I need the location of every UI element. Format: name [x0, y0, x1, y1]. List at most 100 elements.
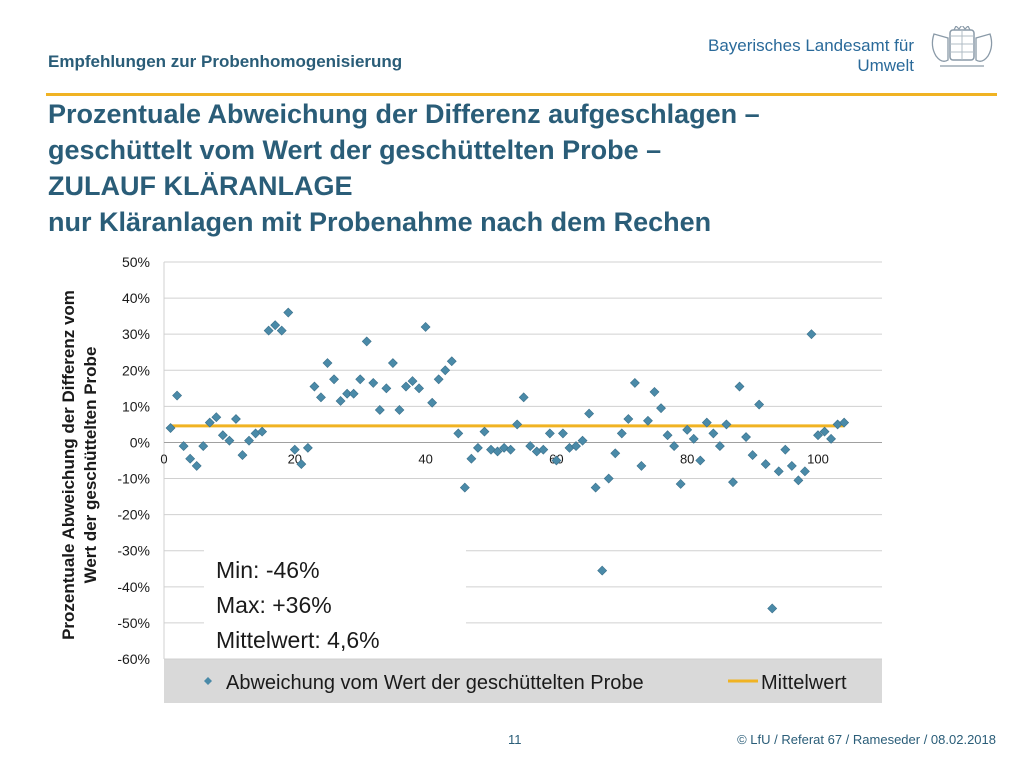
- data-point: [401, 381, 411, 392]
- data-point: [329, 374, 339, 385]
- slide-title: Prozentuale Abweichung der Differenz auf…: [48, 99, 760, 237]
- y-tick-label: 0%: [130, 434, 150, 450]
- data-point: [231, 414, 241, 424]
- data-point: [185, 453, 196, 464]
- data-point: [172, 390, 183, 401]
- data-point: [283, 307, 294, 318]
- data-point: [721, 419, 732, 430]
- data-point: [551, 455, 562, 466]
- x-tick-label: 100: [807, 451, 829, 466]
- data-point: [741, 432, 751, 442]
- data-point: [472, 442, 483, 453]
- data-point: [839, 417, 850, 428]
- data-point: [734, 381, 745, 392]
- data-point: [616, 428, 627, 439]
- org-line-2: Umwelt: [857, 56, 914, 75]
- data-point: [211, 412, 222, 423]
- data-point: [538, 444, 549, 455]
- data-point: [198, 441, 209, 451]
- data-point: [355, 374, 366, 385]
- data-point: [191, 460, 202, 471]
- x-tick-label: 40: [418, 451, 432, 466]
- data-point: [649, 387, 660, 397]
- legend-label-series: Abweichung vom Wert der geschüttelten Pr…: [226, 672, 644, 694]
- stat-min: Min: -46%: [216, 557, 320, 583]
- data-point: [577, 435, 588, 446]
- data-point: [361, 336, 372, 347]
- data-point: [453, 428, 464, 439]
- data-point: [558, 428, 568, 439]
- data-point: [302, 442, 313, 453]
- data-point: [518, 392, 529, 403]
- legend-background: [164, 659, 882, 703]
- y-tick-label: -50%: [117, 615, 150, 631]
- data-point: [289, 444, 300, 455]
- data-point: [479, 426, 490, 437]
- slide-subtitle: Empfehlungen zur Probenhomogenisierung: [48, 52, 403, 71]
- data-point: [688, 433, 699, 444]
- data-point: [701, 417, 712, 428]
- x-tick-label: 80: [680, 451, 694, 466]
- y-tick-label: 20%: [122, 362, 150, 378]
- data-point: [584, 408, 595, 419]
- data-point: [309, 381, 320, 392]
- y-tick-label: 50%: [122, 254, 150, 270]
- data-point: [237, 450, 248, 461]
- data-point: [512, 419, 523, 430]
- org-line-1: Bayerisches Landesamt für: [708, 36, 914, 55]
- data-point: [374, 405, 385, 415]
- y-axis-label: Prozentuale Abweichung der Differenz vom…: [59, 290, 100, 640]
- y-tick-label: 30%: [122, 326, 150, 342]
- data-point: [296, 459, 307, 470]
- data-point: [780, 444, 791, 455]
- y-tick-label: -10%: [117, 471, 150, 487]
- data-point: [414, 383, 424, 394]
- data-point: [747, 450, 758, 461]
- legend-label-mean: Mittelwert: [761, 672, 847, 694]
- data-point: [590, 482, 601, 493]
- data-point: [492, 446, 503, 457]
- y-tick-label: 10%: [122, 398, 150, 414]
- data-point: [459, 482, 470, 493]
- x-tick-labels: 020406080100: [160, 451, 828, 466]
- data-point: [433, 374, 444, 385]
- y-tick-labels: 50% 40% 30% 20% 10% 0% -10% -20% -30% -40% -50% -60…: [117, 254, 150, 667]
- data-points: [165, 307, 850, 614]
- data-point: [708, 428, 719, 439]
- data-point: [728, 477, 738, 488]
- y-tick-label: -20%: [117, 507, 150, 523]
- data-point: [714, 441, 725, 451]
- data-point: [316, 392, 326, 403]
- data-point: [257, 426, 268, 437]
- data-point: [335, 396, 346, 406]
- footer-copyright: © LfU / Referat 67 / Rameseder / 08.02.2…: [737, 732, 996, 747]
- data-point: [387, 358, 398, 368]
- page-number: 11: [508, 732, 522, 747]
- data-point: [466, 453, 477, 464]
- data-point: [675, 479, 686, 489]
- legend-marker-series: [204, 677, 212, 685]
- y-tick-label: -30%: [117, 543, 150, 559]
- data-point: [597, 565, 608, 576]
- data-point: [420, 322, 431, 332]
- data-point: [819, 426, 830, 437]
- data-point: [440, 365, 451, 376]
- data-point: [381, 383, 392, 394]
- data-point: [662, 430, 673, 441]
- y-tick-label: 40%: [122, 290, 150, 306]
- data-point: [322, 358, 333, 368]
- stat-mean: Mittelwert: 4,6%: [216, 627, 380, 653]
- data-point: [407, 376, 418, 387]
- data-point: [368, 377, 379, 388]
- data-point: [806, 329, 817, 340]
- organization-name: Bayerisches Landesamt für Umwelt: [708, 36, 914, 76]
- data-point: [643, 415, 653, 426]
- data-point: [826, 433, 837, 444]
- header-rule: [46, 93, 997, 96]
- y-tick-label: -60%: [117, 651, 150, 667]
- stats-box: [204, 548, 466, 656]
- data-point: [754, 399, 765, 410]
- data-point: [178, 441, 189, 451]
- stat-max: Max: +36%: [216, 592, 332, 618]
